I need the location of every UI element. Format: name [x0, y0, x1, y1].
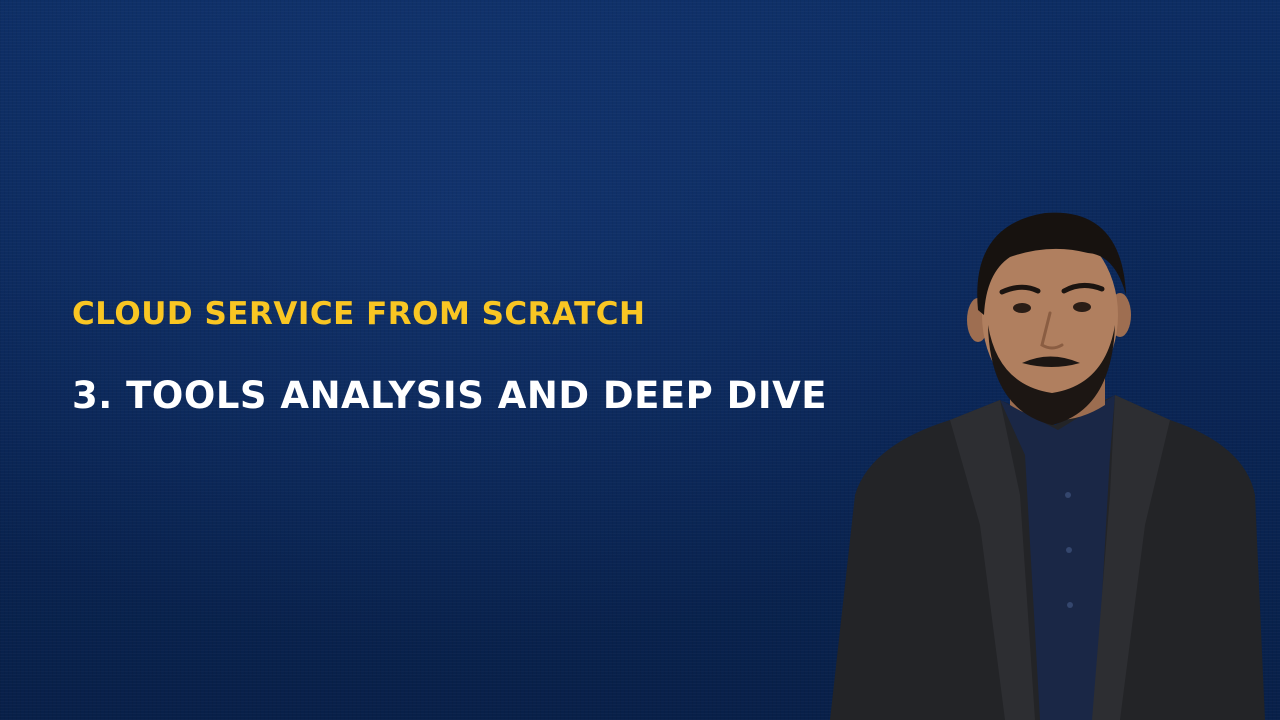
shirt-button: [1066, 547, 1072, 553]
left-eye: [1013, 303, 1031, 313]
right-eye: [1073, 302, 1091, 312]
right-eyebrow: [1061, 283, 1105, 294]
beard: [988, 325, 1115, 425]
shirt-button: [1067, 602, 1073, 608]
nose: [1040, 311, 1064, 350]
shirt-button: [1065, 492, 1071, 498]
shirt: [1000, 395, 1115, 720]
left-lapel: [950, 400, 1035, 720]
hair: [977, 212, 1126, 315]
right-lapel: [1092, 395, 1170, 720]
presenter-photo: [830, 212, 1265, 720]
series-title: CLOUD SERVICE FROM SCRATCH: [72, 296, 646, 332]
mustache: [1022, 356, 1080, 367]
left-eyebrow: [999, 284, 1041, 295]
episode-title: 3. TOOLS ANALYSIS AND DEEP DIVE: [72, 374, 828, 417]
